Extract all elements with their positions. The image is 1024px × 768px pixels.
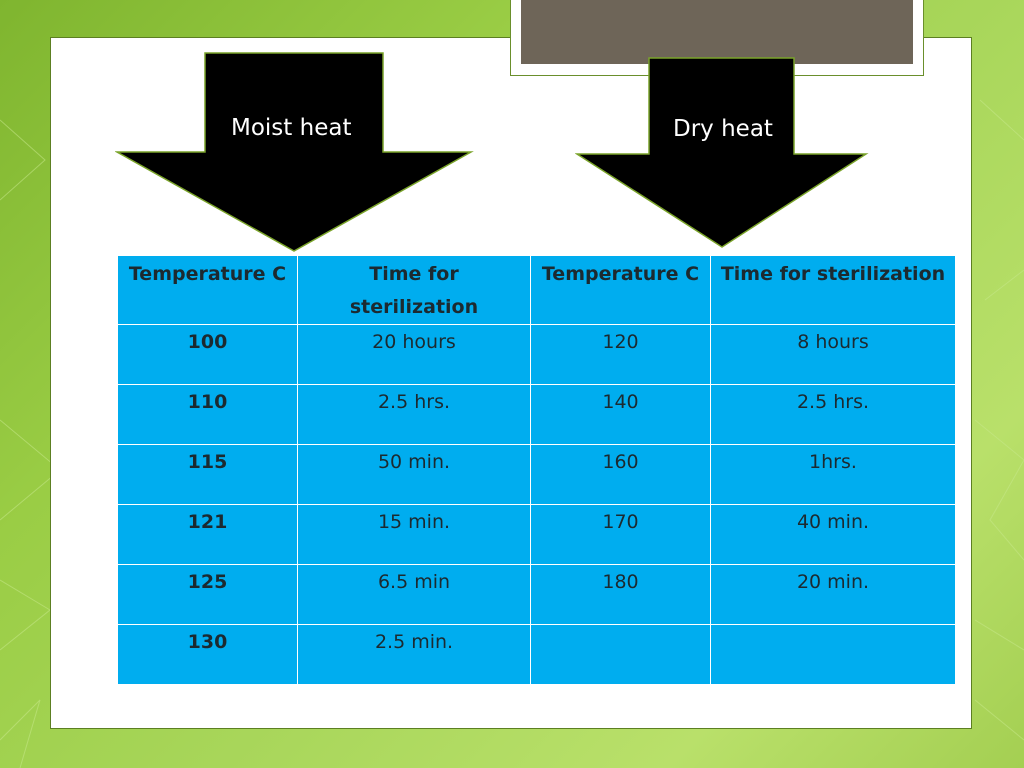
table-row: 125 6.5 min 180 20 min. <box>117 564 956 625</box>
table-row: 130 2.5 min. <box>117 624 956 685</box>
dry-time-cell: 20 min. <box>710 564 956 625</box>
dry-temperature-cell: 140 <box>530 384 711 445</box>
header-image <box>521 0 913 64</box>
dry-time-cell: 2.5 hrs. <box>710 384 956 445</box>
moist-time-cell: 50 min. <box>297 444 531 505</box>
moist-temperature-cell: 130 <box>117 624 298 685</box>
moist-temperature-cell: 121 <box>117 504 298 565</box>
moist-temperature-cell: 100 <box>117 324 298 385</box>
table-row: 100 20 hours 120 8 hours <box>117 324 956 385</box>
moist-time-cell: 6.5 min <box>297 564 531 625</box>
moist-time-cell: 20 hours <box>297 324 531 385</box>
moist-heat-label: Moist heat <box>231 115 352 141</box>
moist-time-cell: 15 min. <box>297 504 531 565</box>
table-row: 121 15 min. 170 40 min. <box>117 504 956 565</box>
dry-temperature-cell: 160 <box>530 444 711 505</box>
dry-time-cell: 1hrs. <box>710 444 956 505</box>
dry-temperature-cell: 120 <box>530 324 711 385</box>
dry-temperature-cell: 180 <box>530 564 711 625</box>
table-row: 110 2.5 hrs. 140 2.5 hrs. <box>117 384 956 445</box>
dry-heat-label: Dry heat <box>673 116 773 142</box>
dry-temperature-cell: 170 <box>530 504 711 565</box>
header-dry-time: Time for sterilization <box>710 255 956 325</box>
header-image-frame <box>510 0 924 76</box>
dry-heat-arrow-icon <box>575 57 869 248</box>
moist-heat-arrow-icon <box>115 52 474 252</box>
dry-time-cell <box>710 624 956 685</box>
header-dry-temperature: Temperature C <box>530 255 711 325</box>
table-header-row: Temperature C Time for sterilization Tem… <box>117 255 956 325</box>
dry-temperature-cell <box>530 624 711 685</box>
header-moist-time: Time for sterilization <box>297 255 531 325</box>
sterilization-table: Temperature C Time for sterilization Tem… <box>117 255 956 685</box>
table-row: 115 50 min. 160 1hrs. <box>117 444 956 505</box>
moist-temperature-cell: 115 <box>117 444 298 505</box>
moist-temperature-cell: 125 <box>117 564 298 625</box>
dry-time-cell: 40 min. <box>710 504 956 565</box>
moist-time-cell: 2.5 min. <box>297 624 531 685</box>
moist-temperature-cell: 110 <box>117 384 298 445</box>
header-moist-temperature: Temperature C <box>117 255 298 325</box>
dry-time-cell: 8 hours <box>710 324 956 385</box>
moist-time-cell: 2.5 hrs. <box>297 384 531 445</box>
